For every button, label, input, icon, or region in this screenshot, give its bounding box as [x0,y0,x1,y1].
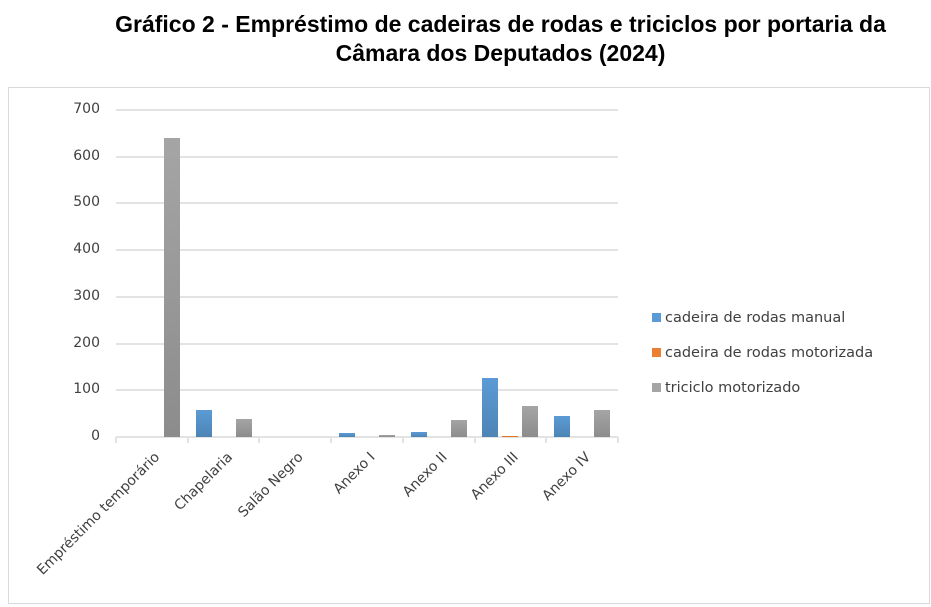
bar-triciclo-motorizado [594,409,611,437]
chart-title: Gráfico 2 - Empréstimo de cadeiras de ro… [70,10,931,68]
x-category-label: Anexo I [330,449,379,498]
y-tick-label: 300 [73,287,100,304]
gridline [116,155,618,158]
x-tick-mark [545,437,548,443]
x-category-label: Chapelaria [170,449,236,514]
bar-cadeira-de-rodas-manual [195,409,212,437]
bar-cadeira-de-rodas-motorizada [502,435,519,437]
legend-swatch-icon [652,348,661,357]
x-category-label: Empréstimo temporário [33,449,164,579]
legend-label: triciclo motorizado [665,379,801,396]
bar-cadeira-de-rodas-manual [554,415,571,437]
bar-cadeira-de-rodas-manual [339,432,355,437]
bar-triciclo-motorizado [235,418,252,437]
y-tick-label: 600 [73,147,100,164]
legend-item: triciclo motorizado [652,370,873,405]
x-category-label: Salão Negro [235,449,307,521]
gridline [116,342,618,345]
x-category-label: Anexo II [399,449,451,501]
gridline [116,295,618,298]
legend-swatch-icon [652,313,661,322]
chart-title-line1: Gráfico 2 - Empréstimo de cadeiras de ro… [115,11,886,37]
x-category-label: Anexo IV [539,449,595,505]
bar-triciclo-motorizado [450,419,467,437]
y-tick-label: 200 [73,334,100,351]
y-tick-label: 700 [73,101,100,117]
gridline [116,202,618,205]
x-tick-mark [258,437,261,443]
x-tick-mark [401,437,404,443]
bar-triciclo-motorizado [522,405,539,437]
gridline [116,389,618,392]
legend-item: cadeira de rodas motorizada [652,335,873,370]
bar-triciclo-motorizado [379,434,395,437]
gridline [116,249,618,252]
y-tick-label: 0 [91,428,100,444]
legend-item: cadeira de rodas manual [652,300,873,335]
gridline [116,436,618,438]
y-tick-label: 100 [73,381,100,398]
legend: cadeira de rodas manual cadeira de rodas … [652,300,873,405]
legend-swatch-icon [652,383,661,392]
y-tick-label: 500 [73,194,100,211]
legend-label: cadeira de rodas motorizada [665,344,874,361]
bar-cadeira-de-rodas-manual [410,431,427,437]
x-tick-mark [115,437,117,443]
gridline [116,109,618,111]
chart-title-line2: Câmara dos Deputados (2024) [335,40,666,66]
x-category-label: Anexo III [468,449,523,504]
x-tick-mark [617,437,619,443]
bar-cadeira-de-rodas-manual [482,377,499,437]
legend-label: cadeira de rodas manual [665,309,846,326]
x-tick-mark [473,437,476,443]
chart-frame [8,87,930,604]
x-tick-mark [330,437,333,443]
bar-triciclo-motorizado [163,138,180,437]
x-tick-mark [186,437,189,443]
y-tick-label: 400 [73,241,100,258]
